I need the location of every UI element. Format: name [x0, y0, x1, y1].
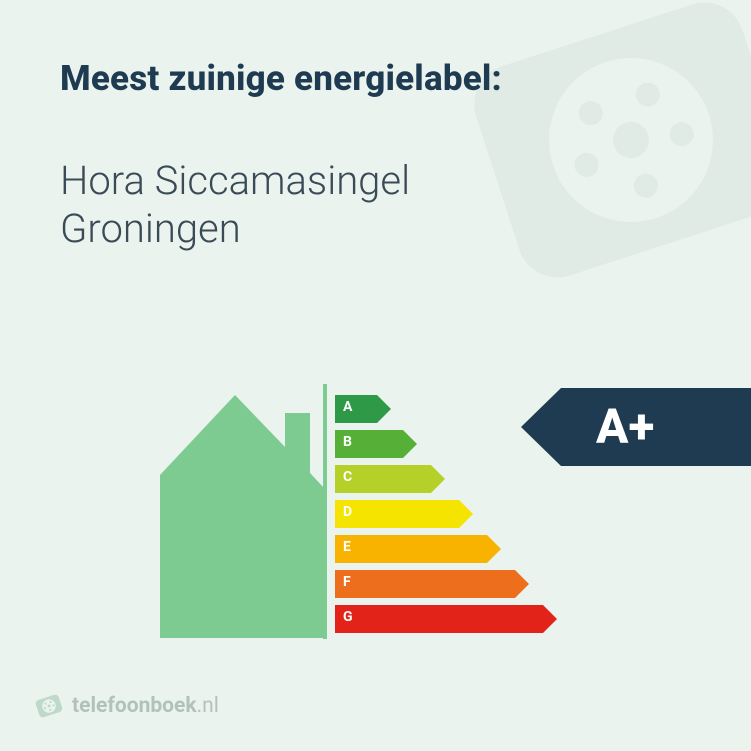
bar-shape: [335, 535, 501, 563]
bar-label: F: [343, 574, 351, 590]
bar-label: C: [343, 469, 352, 485]
chart-divider: [323, 384, 327, 639]
page-title: Meest zuinige energielabel:: [60, 58, 691, 99]
footer-brand-tld: .nl: [197, 694, 219, 718]
bar-label: G: [343, 609, 353, 625]
bar-label: E: [343, 539, 351, 555]
rating-badge: A+: [516, 388, 751, 466]
footer-text: telefoonboek.nl: [72, 694, 219, 718]
bar-label: A: [343, 399, 352, 415]
rating-value: A+: [596, 398, 654, 455]
bar-label: D: [343, 504, 352, 520]
phonebook-icon: [34, 691, 64, 721]
bar-shape: [335, 500, 473, 528]
content-area: Meest zuinige energielabel: Hora Siccama…: [0, 0, 751, 253]
location-subtitle: Hora Siccamasingel Groningen: [60, 157, 691, 253]
bar-label: B: [343, 434, 352, 450]
energy-label-chart: A B C D E F G: [140, 385, 560, 645]
bar-shape: [335, 570, 529, 598]
footer-brand-name: telefoonboek: [72, 694, 197, 718]
bar-shape: [335, 605, 557, 633]
subtitle-line-1: Hora Siccamasingel: [60, 157, 410, 204]
house-icon: [140, 385, 325, 640]
footer-brand: telefoonboek.nl: [34, 691, 219, 721]
subtitle-line-2: Groningen: [60, 205, 241, 252]
